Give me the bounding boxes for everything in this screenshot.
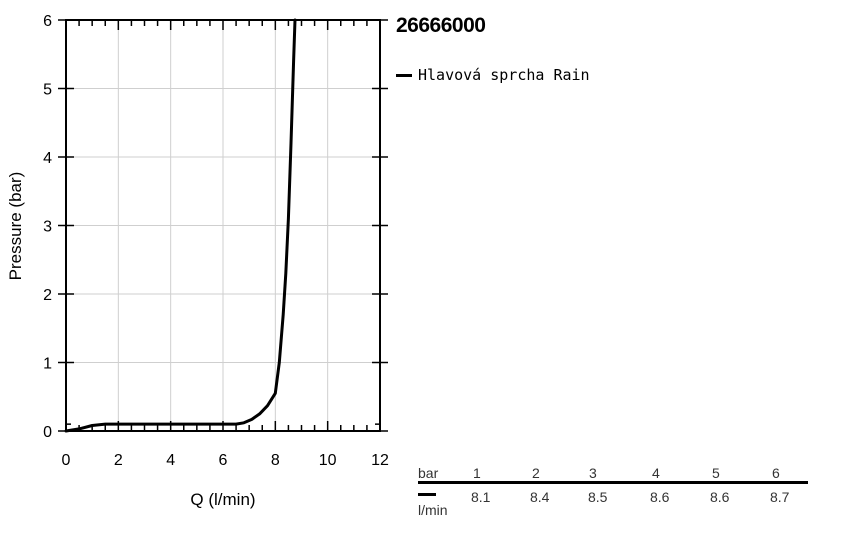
x-axis-title: Q (l/min) xyxy=(190,490,255,509)
x-tick-label: 0 xyxy=(62,452,71,469)
legend: Hlavová sprcha Rain xyxy=(396,66,590,84)
flow-value: 8.6 xyxy=(710,489,730,505)
y-tick-label: 1 xyxy=(43,356,52,373)
pressure-value: 6 xyxy=(772,465,780,481)
pressure-value: 5 xyxy=(712,465,720,481)
flow-value: 8.5 xyxy=(588,489,608,505)
grid-lines xyxy=(66,20,380,431)
chart-title: 26666000 xyxy=(396,14,486,37)
x-tick-label: 6 xyxy=(219,452,228,469)
flow-row: 8.1 8.4 8.5 8.6 8.6 8.7 xyxy=(418,488,808,508)
pressure-value: 4 xyxy=(652,465,660,481)
legend-swatch xyxy=(396,73,412,77)
y-tick-label: 6 xyxy=(43,13,52,30)
x-tick-label: 2 xyxy=(114,452,123,469)
table-rule xyxy=(418,481,808,484)
y-tick-label: 2 xyxy=(43,287,52,304)
flow-value: 8.1 xyxy=(471,489,491,505)
flow-table: bar 1 2 3 4 5 6 8.1 8.4 8.5 8.6 8.6 8.7 … xyxy=(418,464,808,518)
series-line xyxy=(64,18,297,433)
flow-unit-swatch xyxy=(418,493,436,496)
flow-value: 8.4 xyxy=(530,489,550,505)
y-tick-label: 3 xyxy=(43,219,52,236)
x-tick-labels: 0 2 4 6 8 10 12 xyxy=(62,452,389,469)
x-tick-label: 10 xyxy=(319,452,337,469)
y-axis-title: Pressure (bar) xyxy=(6,172,25,281)
pressure-unit-label: bar xyxy=(418,465,439,481)
pressure-value: 3 xyxy=(589,465,597,481)
series-layer xyxy=(64,18,297,433)
x-tick-label: 8 xyxy=(271,452,280,469)
legend-label: Hlavová sprcha Rain xyxy=(418,66,590,84)
pressure-row: bar 1 2 3 4 5 6 xyxy=(418,464,808,484)
y-tick-label: 0 xyxy=(43,424,52,441)
flow-value: 8.6 xyxy=(650,489,670,505)
y-tick-label: 5 xyxy=(43,82,52,99)
x-tick-label: 4 xyxy=(166,452,175,469)
pressure-value: 1 xyxy=(473,465,481,481)
y-tick-labels: 0 1 2 3 4 5 6 xyxy=(43,13,52,441)
flow-value: 8.7 xyxy=(770,489,790,505)
pressure-value: 2 xyxy=(532,465,540,481)
y-tick-label: 4 xyxy=(43,150,52,167)
x-tick-label: 12 xyxy=(371,452,389,469)
flow-unit-label: l/min xyxy=(418,502,448,518)
